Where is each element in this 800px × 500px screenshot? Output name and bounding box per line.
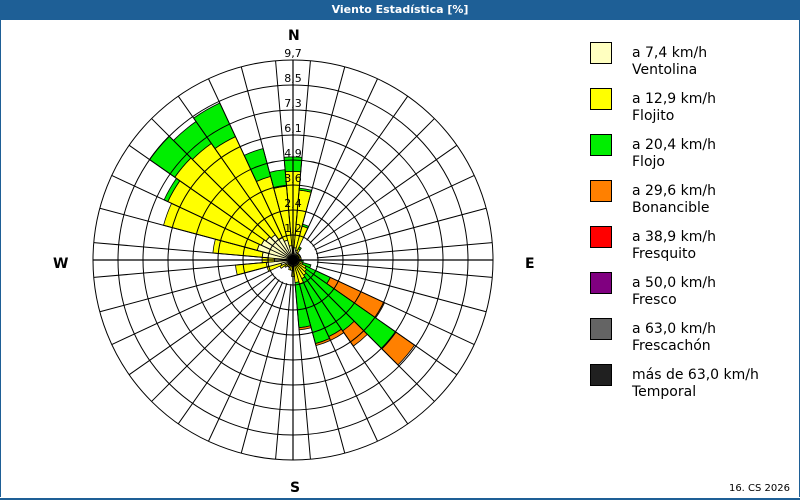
footer-text: 16. CS 2026 <box>728 483 790 494</box>
ring-label: 3,6 <box>284 172 302 185</box>
legend-label: a 50,0 km/h Fresco <box>632 275 716 308</box>
north-label: N <box>288 28 300 44</box>
petal-segment <box>297 246 302 251</box>
legend-label: a 63,0 km/h Frescachón <box>632 321 716 354</box>
ring-label: 1,2 <box>284 222 302 235</box>
legend-label: más de 63,0 km/h Temporal <box>632 367 759 400</box>
legend-swatch <box>590 318 612 340</box>
east-label: E <box>525 256 535 272</box>
ring-label: 9,7 <box>284 47 302 60</box>
legend-swatch <box>590 42 612 64</box>
ring-label: 6,1 <box>284 122 302 135</box>
bottom-border <box>0 498 800 500</box>
ring-label: 4,9 <box>284 147 302 160</box>
petal-segment <box>288 265 292 271</box>
south-label: S <box>290 480 301 496</box>
legend-swatch <box>590 134 612 156</box>
ring-label: 7,3 <box>284 97 302 110</box>
legend-label: a 29,6 km/h Bonancible <box>632 183 716 216</box>
legend-swatch <box>590 272 612 294</box>
legend-label: a 38,9 km/h Fresquito <box>632 229 716 262</box>
legend-swatch <box>590 180 612 202</box>
legend-swatch <box>590 226 612 248</box>
legend-swatch <box>590 88 612 110</box>
chart-title: Viento Estadística [%] <box>0 0 800 20</box>
west-label: W <box>53 256 69 272</box>
legend-swatch <box>590 364 612 386</box>
ring-label: 8,5 <box>284 72 302 85</box>
legend-label: a 7,4 km/h Ventolina <box>632 45 708 78</box>
ring-label: 2,4 <box>284 197 302 210</box>
legend-label: a 12,9 km/h Flojito <box>632 91 716 124</box>
legend-label: a 20,4 km/h Flojo <box>632 137 716 170</box>
